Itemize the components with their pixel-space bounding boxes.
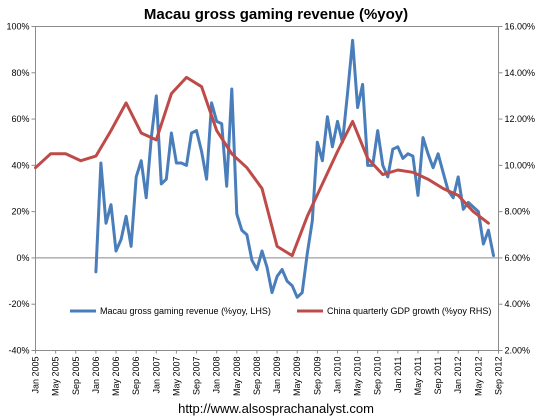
y-right-tick-label: 14.00% <box>505 68 536 78</box>
y-right-tick-label: 4.00% <box>505 299 531 309</box>
x-tick-label: Jan 2008 <box>212 357 222 394</box>
x-tick-label: Sep 2009 <box>312 357 322 396</box>
y-left-tick-label: 0% <box>16 253 29 263</box>
x-tick-label: May 2005 <box>51 357 61 397</box>
series-layer <box>34 38 495 299</box>
x-tick-label: Jan 2009 <box>272 357 282 394</box>
x-tick-label: Jan 2011 <box>393 357 403 393</box>
plot-area <box>35 26 499 351</box>
x-tick-label: May 2007 <box>171 357 181 397</box>
x-tick-label: May 2012 <box>473 357 483 397</box>
y-right-tick-label: 2.00% <box>505 346 531 356</box>
x-tick-label: Jan 2005 <box>31 357 41 394</box>
x-tick-label: May 2009 <box>292 357 302 397</box>
source-url: http://www.alsosprachanalyst.com <box>178 401 374 416</box>
x-tick-label: Sep 2007 <box>192 357 202 396</box>
x-tick-label: Sep 2006 <box>131 357 141 396</box>
chart-title: Macau gross gaming revenue (%yoy) <box>144 6 408 23</box>
x-tick-label: May 2006 <box>111 357 121 397</box>
y-axis-right: 2.00% 4.00% 6.00% 8.00% 10.00% 12.00% 14.00% 16… <box>498 22 536 356</box>
x-axis: Jan 2005 May 2005 Sep 2005 Jan 2006 May 2006… <box>31 350 504 397</box>
x-tick-label: May 2008 <box>232 357 242 397</box>
y-left-tick-label: 100% <box>6 22 29 32</box>
y-left-tick-label: -40% <box>8 346 29 356</box>
x-tick-label: Jan 2007 <box>151 357 161 394</box>
x-tick-label: May 2011 <box>413 357 423 396</box>
legend-label-china: China quarterly GDP growth (%yoy RHS) <box>327 306 491 316</box>
legend: Macau gross gaming revenue (%yoy, LHS) C… <box>70 306 491 316</box>
x-tick-label: Jan 2010 <box>332 357 342 394</box>
x-tick-label: Sep 2012 <box>494 357 504 396</box>
y-right-tick-label: 12.00% <box>505 114 536 124</box>
y-right-tick-label: 10.00% <box>505 160 536 170</box>
y-axis-left: -40% -20% 0% 20% 40% 60% 80% 100% <box>6 22 36 356</box>
x-tick-label: Sep 2011 <box>433 357 443 395</box>
x-tick-label: May 2010 <box>353 357 363 397</box>
y-left-tick-label: 60% <box>11 114 29 124</box>
y-left-tick-label: -20% <box>8 299 29 309</box>
y-right-tick-label: 6.00% <box>505 253 531 263</box>
x-tick-label: Sep 2008 <box>252 357 262 396</box>
y-left-tick-label: 40% <box>11 160 29 170</box>
x-tick-label: Sep 2010 <box>373 357 383 396</box>
series-line-china-gdp-growth <box>34 75 490 258</box>
y-right-tick-label: 16.00% <box>505 22 536 32</box>
x-tick-label: Sep 2005 <box>71 357 81 396</box>
legend-label-macau: Macau gross gaming revenue (%yoy, LHS) <box>100 306 271 316</box>
x-tick-label: Jan 2012 <box>453 357 463 394</box>
y-left-tick-label: 80% <box>11 68 29 78</box>
y-left-tick-label: 20% <box>11 207 29 217</box>
x-tick-label: Jan 2006 <box>91 357 101 394</box>
series-line-macau-gaming-revenue <box>94 38 495 299</box>
y-right-tick-label: 8.00% <box>505 207 531 217</box>
